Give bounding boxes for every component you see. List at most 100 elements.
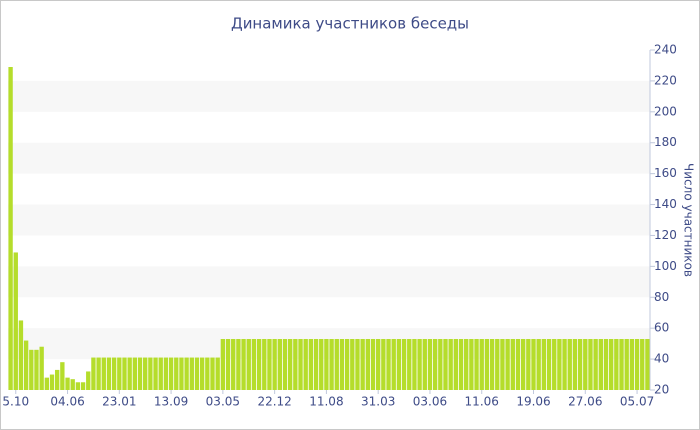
bar (308, 339, 314, 390)
bar (127, 357, 132, 390)
bar (629, 339, 635, 390)
bar (324, 339, 329, 390)
bars (8, 67, 650, 390)
y-tick-label: 180 (654, 135, 677, 149)
bar (624, 339, 629, 390)
grid-band (8, 266, 650, 298)
x-tick-label: 11.08 (309, 395, 343, 409)
x-tick-label: 03.06 (413, 395, 447, 409)
bar (122, 357, 127, 390)
bar (396, 339, 402, 390)
bar (220, 339, 226, 390)
bar (251, 339, 257, 390)
bar (344, 339, 350, 390)
y-tick-label: 240 (654, 43, 677, 57)
x-tick-label: 5.10 (2, 395, 29, 409)
bar (365, 339, 371, 390)
bar (546, 339, 552, 390)
bar (464, 339, 469, 390)
bar (386, 339, 391, 390)
bar (29, 349, 34, 390)
bar (526, 339, 531, 390)
y-tick-label: 20 (654, 383, 669, 397)
bar (515, 339, 521, 390)
bar (469, 339, 474, 390)
bar (70, 379, 75, 390)
bar (163, 357, 169, 390)
bar (634, 339, 640, 390)
bar (567, 339, 572, 390)
bar (640, 339, 645, 390)
chart-title: Динамика участников беседы (231, 15, 469, 33)
bar (495, 339, 500, 390)
bar (417, 339, 422, 390)
bar (313, 339, 319, 390)
bar (598, 339, 603, 390)
bar (101, 357, 106, 390)
bar (148, 357, 153, 390)
bar (432, 339, 438, 390)
bar (111, 357, 117, 390)
grid-bands (8, 80, 650, 360)
bar (91, 357, 96, 390)
bar (303, 339, 308, 390)
bar (153, 357, 158, 390)
x-tick-label: 11.06 (465, 395, 499, 409)
x-tick-label: 03.05 (206, 395, 240, 409)
bar (458, 339, 464, 390)
bar (39, 346, 44, 390)
bar (272, 339, 277, 390)
bar (194, 357, 200, 390)
bar (603, 339, 609, 390)
bar (572, 339, 578, 390)
y-tick-label: 80 (654, 290, 669, 304)
x-tick-label: 22.12 (257, 395, 291, 409)
bar (246, 339, 251, 390)
bar (319, 339, 324, 390)
bar (34, 349, 39, 390)
bar (13, 252, 18, 390)
bar (619, 339, 624, 390)
bar (489, 339, 495, 390)
bar (174, 357, 179, 390)
y-tick-label: 100 (654, 259, 677, 273)
bar (282, 339, 288, 390)
x-tick-label: 04.06 (50, 395, 84, 409)
bar (86, 371, 91, 390)
bar (199, 357, 205, 390)
x-tick-label: 23.01 (102, 395, 136, 409)
x-tick-label: 05.07 (620, 395, 654, 409)
bar (168, 357, 174, 390)
bar (143, 357, 148, 390)
bar (293, 339, 298, 390)
bar (588, 339, 593, 390)
bar (614, 339, 619, 390)
bar (23, 340, 29, 390)
bar (520, 339, 526, 390)
bar (55, 369, 60, 390)
bar (412, 339, 417, 390)
bar (132, 357, 138, 390)
bar (438, 339, 443, 390)
bar (80, 382, 86, 390)
y-tick-label: 220 (654, 73, 677, 87)
bar (231, 339, 236, 390)
bar (137, 357, 143, 390)
bar (334, 339, 339, 390)
bar (479, 339, 484, 390)
bar (49, 374, 55, 390)
bar (583, 339, 588, 390)
bar (536, 339, 541, 390)
bar (350, 339, 355, 390)
bar (608, 339, 614, 390)
grid-band (8, 142, 650, 174)
y-tick-label: 60 (654, 321, 669, 335)
x-tick-label: 31.03 (361, 395, 395, 409)
y-tick-label: 140 (654, 197, 677, 211)
bar (484, 339, 490, 390)
bar (8, 67, 13, 390)
bar (241, 339, 246, 390)
bar (645, 339, 650, 390)
bar (60, 362, 65, 390)
